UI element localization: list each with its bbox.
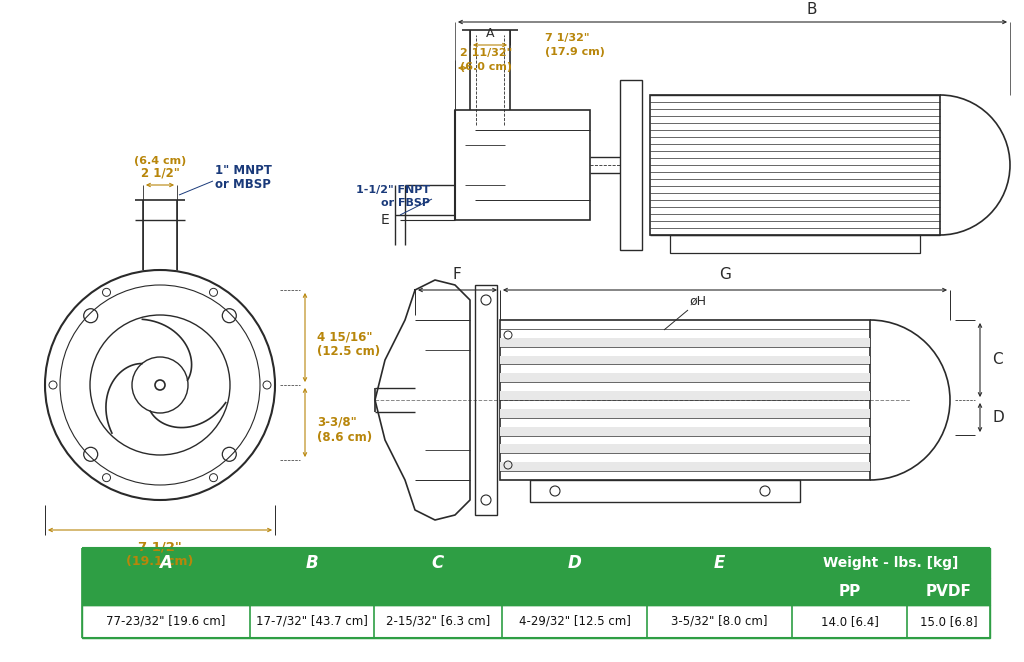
Text: or MBSP: or MBSP (215, 178, 271, 191)
Text: A: A (485, 27, 495, 40)
Text: C: C (992, 352, 1002, 367)
Text: E: E (381, 213, 389, 227)
Text: (17.9 cm): (17.9 cm) (545, 47, 605, 57)
Text: or FBSP: or FBSP (381, 198, 430, 208)
Bar (475, 285, 497, 515)
Text: E: E (714, 554, 725, 572)
Bar (500, 444, 870, 453)
Text: 4-29/32" [12.5 cm]: 4-29/32" [12.5 cm] (518, 615, 631, 628)
Text: 17-7/32" [43.7 cm]: 17-7/32" [43.7 cm] (256, 615, 368, 628)
Bar (455, 110, 590, 220)
Bar (670, 235, 920, 253)
Text: 4 15/16": 4 15/16" (317, 330, 373, 344)
Text: A: A (160, 554, 172, 572)
Bar (620, 80, 642, 250)
Text: C: C (432, 554, 444, 572)
Bar (82, 578, 990, 605)
Text: 1" MNPT: 1" MNPT (215, 164, 272, 177)
Text: (6.0 cm): (6.0 cm) (460, 62, 512, 72)
Text: 15.0 [6.8]: 15.0 [6.8] (920, 615, 977, 628)
Text: D: D (567, 554, 582, 572)
Text: 7 1/32": 7 1/32" (545, 33, 590, 43)
Text: 1-1/2" FNPT: 1-1/2" FNPT (356, 185, 430, 195)
Text: øH: øH (690, 295, 707, 308)
Bar (530, 480, 800, 502)
Text: B: B (306, 554, 318, 572)
Text: (12.5 cm): (12.5 cm) (317, 346, 380, 359)
Text: 2 11/32": 2 11/32" (460, 48, 512, 58)
Text: (19.1 cm): (19.1 cm) (126, 555, 194, 568)
Text: 3-5/32" [8.0 cm]: 3-5/32" [8.0 cm] (672, 615, 768, 628)
Text: D: D (992, 410, 1004, 424)
Text: PVDF: PVDF (926, 584, 972, 599)
Text: B: B (807, 2, 817, 17)
Bar (500, 391, 870, 400)
Text: 2 1/2": 2 1/2" (140, 167, 179, 180)
Bar (500, 338, 870, 347)
Bar (650, 95, 940, 235)
Bar (500, 373, 870, 382)
Text: Weight - lbs. [kg]: Weight - lbs. [kg] (823, 556, 958, 570)
Text: PP: PP (839, 584, 860, 599)
Text: (8.6 cm): (8.6 cm) (317, 430, 372, 444)
Bar (82, 548, 990, 578)
Text: G: G (719, 267, 731, 282)
Text: F: F (453, 267, 462, 282)
Text: 7 1/2": 7 1/2" (138, 540, 182, 553)
Bar (500, 355, 870, 365)
Text: 2-15/32" [6.3 cm]: 2-15/32" [6.3 cm] (386, 615, 490, 628)
Text: 77-23/32" [19.6 cm]: 77-23/32" [19.6 cm] (106, 615, 225, 628)
Bar (500, 409, 870, 418)
Bar (500, 320, 870, 480)
Text: 3-3/8": 3-3/8" (317, 416, 356, 428)
Text: 14.0 [6.4]: 14.0 [6.4] (820, 615, 879, 628)
Bar (82, 605, 990, 638)
Text: (6.4 cm): (6.4 cm) (134, 156, 186, 166)
Bar (500, 462, 870, 471)
Bar (500, 427, 870, 436)
